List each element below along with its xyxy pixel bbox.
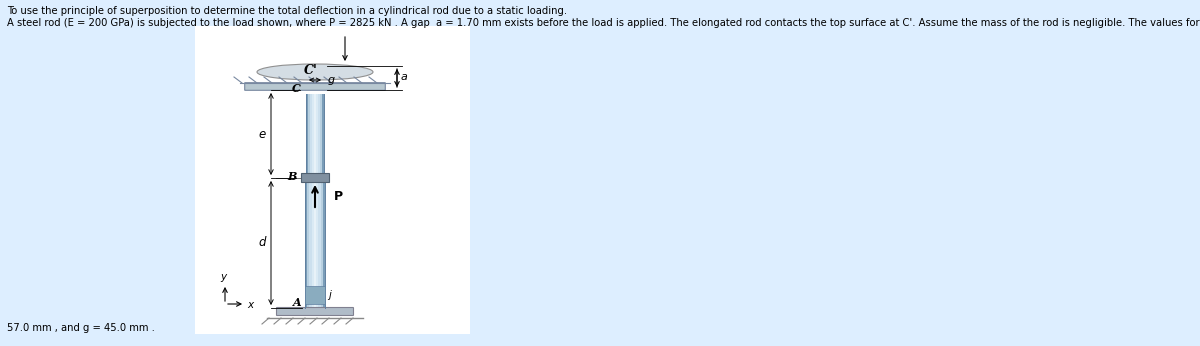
Bar (318, 94, 320, 178)
Text: C': C' (304, 64, 318, 78)
Bar (320, 178, 323, 308)
FancyBboxPatch shape (276, 308, 354, 316)
Bar (312, 178, 314, 308)
Text: P: P (334, 190, 343, 202)
Text: A: A (293, 297, 302, 308)
Ellipse shape (257, 64, 373, 80)
Text: j: j (328, 290, 331, 300)
Bar (316, 94, 318, 178)
Bar (312, 94, 314, 178)
Text: A steel rod (E = 200 GPa) is subjected to the load shown, where P = 2825 kN . A : A steel rod (E = 200 GPa) is subjected t… (7, 18, 1200, 28)
Bar (306, 94, 308, 178)
FancyBboxPatch shape (245, 83, 385, 90)
Bar (305, 286, 325, 304)
Bar (194, 26, 470, 334)
Bar (314, 178, 316, 308)
Text: y: y (220, 272, 226, 282)
Bar (310, 178, 312, 308)
Text: C: C (292, 83, 301, 94)
Bar (305, 178, 307, 308)
Text: x: x (247, 300, 253, 310)
Bar (322, 94, 324, 178)
Text: To use the principle of superposition to determine the total deflection in a cyl: To use the principle of superposition to… (7, 6, 568, 16)
Bar (314, 94, 316, 178)
Text: B: B (288, 172, 298, 182)
Bar (320, 94, 322, 178)
Bar (301, 173, 329, 182)
Bar (323, 178, 325, 308)
Bar (307, 178, 310, 308)
Bar (316, 178, 318, 308)
Text: g: g (328, 75, 335, 85)
Text: a: a (401, 72, 408, 82)
Bar (310, 94, 312, 178)
Text: 57.0 mm , and g = 45.0 mm .: 57.0 mm , and g = 45.0 mm . (7, 323, 155, 333)
Bar (308, 94, 310, 178)
Text: d: d (258, 237, 266, 249)
Text: e: e (259, 127, 266, 140)
Bar (318, 178, 320, 308)
